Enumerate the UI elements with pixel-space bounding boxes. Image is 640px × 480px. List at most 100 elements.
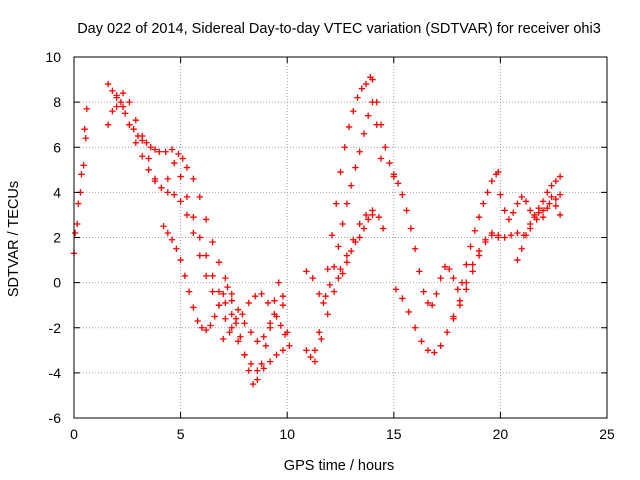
data-point <box>160 223 167 230</box>
data-point <box>514 256 521 264</box>
data-point <box>379 225 387 232</box>
data-point <box>339 220 346 228</box>
data-point <box>437 274 444 282</box>
series-trace <box>220 290 289 343</box>
x-tick-label: 0 <box>70 426 78 442</box>
data-point <box>145 166 152 174</box>
data-point <box>333 200 340 207</box>
data-point <box>303 268 310 275</box>
data-point <box>324 311 331 318</box>
data-point <box>82 135 89 142</box>
data-point <box>497 191 504 198</box>
data-point <box>247 360 255 368</box>
data-point <box>471 227 479 234</box>
data-point <box>469 268 476 275</box>
data-point <box>126 98 133 106</box>
data-point <box>119 89 127 97</box>
data-point <box>377 155 385 162</box>
grid-lines <box>73 56 608 419</box>
data-point <box>286 342 293 349</box>
data-point <box>241 320 248 327</box>
data-point <box>190 229 197 237</box>
series-trace <box>497 173 564 223</box>
data-point <box>365 216 372 223</box>
data-point <box>215 301 223 309</box>
data-point <box>113 103 120 110</box>
data-point <box>143 139 150 146</box>
y-tick-label: 4 <box>53 184 61 200</box>
x-tick-label: 10 <box>279 426 295 442</box>
data-point <box>73 220 81 228</box>
data-point <box>480 200 487 207</box>
data-point <box>518 193 525 201</box>
data-point <box>132 139 140 146</box>
series-trace <box>113 89 235 318</box>
data-point <box>220 335 227 343</box>
data-point <box>390 173 397 180</box>
data-point <box>544 204 551 212</box>
data-point <box>179 155 186 162</box>
data-point <box>275 279 282 286</box>
data-point <box>548 193 555 201</box>
data-point <box>228 311 235 318</box>
data-point <box>183 164 191 171</box>
data-point <box>168 146 176 153</box>
data-point <box>222 299 229 307</box>
data-point <box>104 80 112 88</box>
data-point <box>552 177 560 185</box>
data-point <box>369 98 376 106</box>
data-point <box>196 234 203 241</box>
data-point <box>164 189 172 196</box>
data-point <box>352 238 359 246</box>
data-point <box>245 367 253 374</box>
x-tick-label: 20 <box>493 426 509 442</box>
series-trace <box>104 80 287 345</box>
y-tick-label: 8 <box>53 94 61 110</box>
data-point <box>271 311 278 318</box>
data-point <box>156 148 163 155</box>
data-point <box>164 175 172 183</box>
data-point <box>326 281 334 289</box>
data-point <box>501 207 508 214</box>
data-series <box>70 74 564 388</box>
data-point <box>450 315 457 322</box>
x-tick-label: 15 <box>386 426 402 442</box>
data-point <box>394 180 402 187</box>
data-point <box>527 220 534 228</box>
data-point <box>352 164 359 171</box>
data-point <box>535 209 542 216</box>
data-point <box>531 211 538 219</box>
data-point <box>173 245 180 252</box>
data-point <box>522 232 530 239</box>
chart-title: Day 022 of 2014, Sidereal Day-to-day VTE… <box>77 21 601 37</box>
series-trace <box>104 94 293 374</box>
data-point <box>386 159 393 167</box>
data-point <box>358 85 366 92</box>
data-point <box>556 211 564 219</box>
data-point <box>337 168 344 176</box>
data-point <box>362 211 370 219</box>
data-point <box>356 220 363 228</box>
data-point <box>556 191 564 198</box>
data-point <box>375 213 383 221</box>
data-point <box>139 153 146 160</box>
data-point <box>209 272 216 280</box>
data-point <box>168 236 176 243</box>
data-point <box>556 173 564 180</box>
data-point <box>177 256 184 264</box>
data-point <box>83 105 90 113</box>
data-point <box>215 259 223 266</box>
series-trace <box>71 126 88 237</box>
data-point <box>350 107 357 115</box>
data-point <box>78 171 85 178</box>
data-point <box>420 288 427 295</box>
x-tick-labels: 0 5 10 15 20 25 <box>70 426 615 442</box>
data-point <box>354 94 361 101</box>
data-point <box>446 265 453 273</box>
series-trace <box>311 207 387 365</box>
series-trace <box>514 193 564 264</box>
data-point <box>450 274 457 282</box>
data-point <box>307 353 314 361</box>
data-point <box>279 301 287 309</box>
